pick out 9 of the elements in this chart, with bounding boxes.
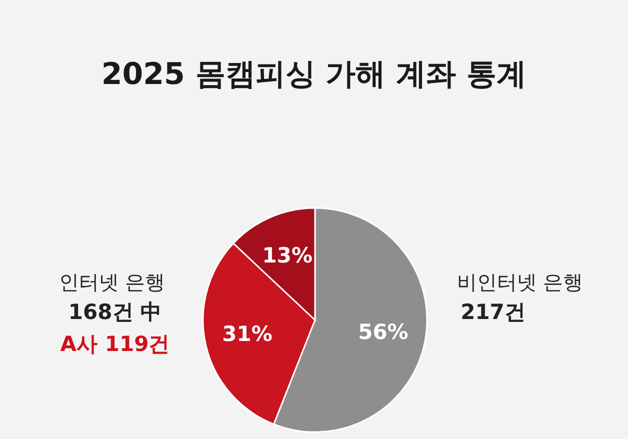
text: 168건 中 — [68, 300, 162, 324]
data-label: 56% — [358, 320, 408, 344]
text: 비인터넷 은행 — [456, 270, 584, 294]
text: 인터넷 은행 — [58, 270, 166, 294]
data-label: 13% — [262, 243, 313, 268]
chart-title: 2025 몸캠피싱 가해 계좌 통계 — [101, 57, 527, 92]
text: A사 119건 — [60, 332, 170, 356]
text: 217건 — [460, 300, 526, 324]
data-label: 31% — [222, 322, 272, 346]
